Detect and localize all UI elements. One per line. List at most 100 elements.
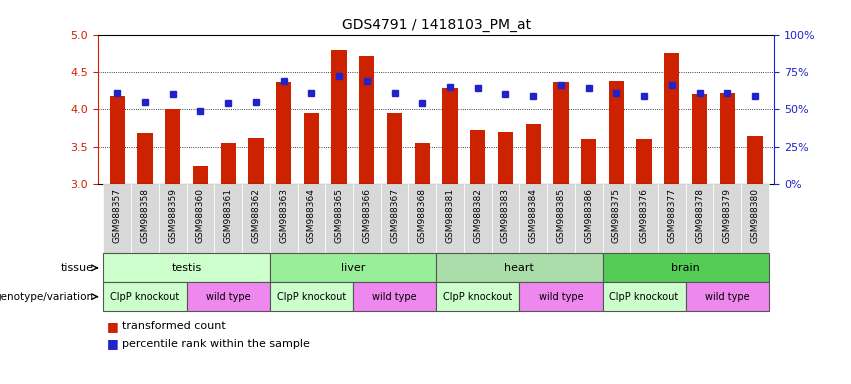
Title: GDS4791 / 1418103_PM_at: GDS4791 / 1418103_PM_at	[341, 18, 531, 32]
Bar	[498, 132, 513, 184]
Bar	[464, 184, 492, 253]
Bar	[492, 184, 519, 253]
Bar	[242, 184, 270, 253]
Text: GSM988361: GSM988361	[224, 188, 232, 243]
Bar	[270, 184, 298, 253]
Bar	[131, 184, 159, 253]
Text: GSM988383: GSM988383	[501, 188, 510, 243]
Bar	[214, 184, 242, 253]
Text: wild type: wild type	[206, 291, 250, 302]
Bar	[437, 282, 519, 311]
Bar	[186, 184, 214, 253]
Bar	[220, 143, 236, 184]
Bar	[380, 184, 408, 253]
Text: GSM988377: GSM988377	[667, 188, 677, 243]
Bar	[713, 184, 741, 253]
Bar	[159, 184, 186, 253]
Bar	[692, 94, 707, 184]
Bar	[353, 282, 437, 311]
Text: GSM988375: GSM988375	[612, 188, 621, 243]
Bar	[332, 50, 346, 184]
Text: GSM988367: GSM988367	[390, 188, 399, 243]
Bar	[359, 56, 374, 184]
Text: GSM988368: GSM988368	[418, 188, 426, 243]
Bar	[686, 282, 768, 311]
Text: testis: testis	[171, 263, 202, 273]
Text: ■: ■	[106, 320, 118, 333]
Bar	[137, 133, 152, 184]
Text: GSM988381: GSM988381	[446, 188, 454, 243]
Text: GSM988357: GSM988357	[113, 188, 122, 243]
Bar	[747, 136, 762, 184]
Bar	[104, 253, 270, 282]
Bar	[304, 113, 319, 184]
Text: GSM988385: GSM988385	[557, 188, 565, 243]
Bar	[720, 93, 735, 184]
Bar	[104, 184, 131, 253]
Bar	[298, 184, 325, 253]
Text: brain: brain	[671, 263, 700, 273]
Text: GSM988364: GSM988364	[307, 188, 316, 243]
Bar	[165, 109, 180, 184]
Text: liver: liver	[340, 263, 365, 273]
Text: GSM988382: GSM988382	[473, 188, 483, 243]
Text: transformed count: transformed count	[122, 321, 226, 331]
Bar	[741, 184, 768, 253]
Text: percentile rank within the sample: percentile rank within the sample	[122, 339, 310, 349]
Bar	[553, 82, 568, 184]
Bar	[186, 282, 270, 311]
Text: wild type: wild type	[705, 291, 750, 302]
Bar	[603, 253, 768, 282]
Bar	[353, 184, 380, 253]
Bar	[519, 282, 603, 311]
Bar	[664, 53, 679, 184]
Text: GSM988358: GSM988358	[140, 188, 150, 243]
Bar	[270, 253, 437, 282]
Bar	[276, 82, 291, 184]
Text: ClpP knockout: ClpP knockout	[443, 291, 512, 302]
Bar	[631, 184, 658, 253]
Text: ClpP knockout: ClpP knockout	[609, 291, 679, 302]
Bar	[408, 184, 437, 253]
Text: ClpP knockout: ClpP knockout	[277, 291, 346, 302]
Bar	[104, 282, 186, 311]
Bar	[547, 184, 574, 253]
Bar	[437, 253, 603, 282]
Text: GSM988365: GSM988365	[334, 188, 344, 243]
Text: genotype/variation: genotype/variation	[0, 291, 94, 302]
Bar	[581, 139, 597, 184]
Bar	[637, 139, 652, 184]
Bar	[686, 184, 713, 253]
Bar	[387, 113, 403, 184]
Text: ■: ■	[106, 337, 118, 350]
Text: heart: heart	[505, 263, 534, 273]
Text: GSM988363: GSM988363	[279, 188, 288, 243]
Bar	[658, 184, 686, 253]
Text: GSM988378: GSM988378	[695, 188, 704, 243]
Bar	[443, 88, 458, 184]
Text: wild type: wild type	[539, 291, 583, 302]
Bar	[414, 143, 430, 184]
Text: GSM988386: GSM988386	[584, 188, 593, 243]
Bar	[325, 184, 353, 253]
Text: GSM988366: GSM988366	[363, 188, 371, 243]
Bar	[608, 81, 624, 184]
Bar	[270, 282, 353, 311]
Text: GSM988376: GSM988376	[640, 188, 648, 243]
Text: wild type: wild type	[372, 291, 417, 302]
Bar	[526, 124, 540, 184]
Bar	[193, 166, 208, 184]
Text: GSM988379: GSM988379	[722, 188, 732, 243]
Bar	[519, 184, 547, 253]
Text: GSM988384: GSM988384	[528, 188, 538, 243]
Text: GSM988362: GSM988362	[251, 188, 260, 243]
Bar	[110, 96, 125, 184]
Text: GSM988359: GSM988359	[168, 188, 177, 243]
Text: GSM988360: GSM988360	[196, 188, 205, 243]
Bar	[603, 282, 686, 311]
Bar	[437, 184, 464, 253]
Bar	[603, 184, 631, 253]
Bar	[574, 184, 603, 253]
Bar	[248, 138, 264, 184]
Text: GSM988380: GSM988380	[751, 188, 759, 243]
